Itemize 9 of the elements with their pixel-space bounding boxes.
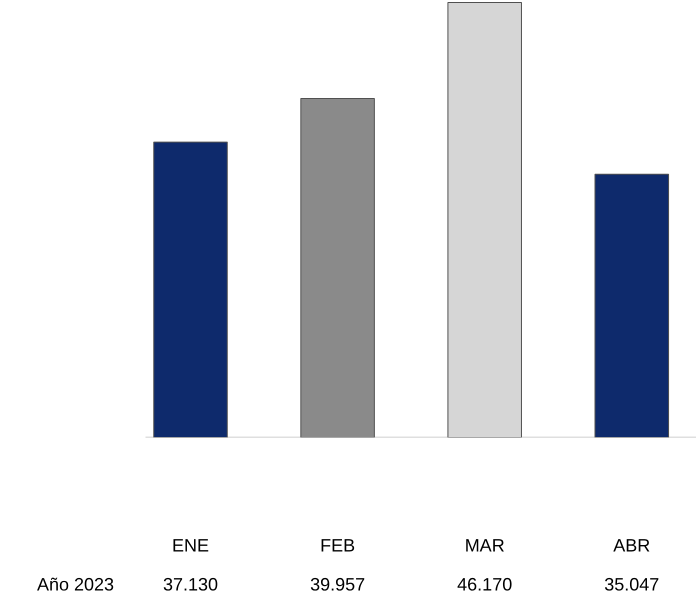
x-tick-label: ENE bbox=[172, 536, 210, 556]
x-tick-label: ABR bbox=[613, 536, 650, 556]
x-tick-label: FEB bbox=[320, 536, 356, 556]
data-label: 35.047 bbox=[604, 574, 660, 594]
x-tick-label: MAR bbox=[464, 536, 505, 556]
text: Año 2023 bbox=[36, 574, 114, 594]
data-label: 37.130 bbox=[162, 574, 218, 594]
data-label: 39.957 bbox=[310, 574, 366, 594]
data-label: 46.170 bbox=[457, 574, 512, 594]
